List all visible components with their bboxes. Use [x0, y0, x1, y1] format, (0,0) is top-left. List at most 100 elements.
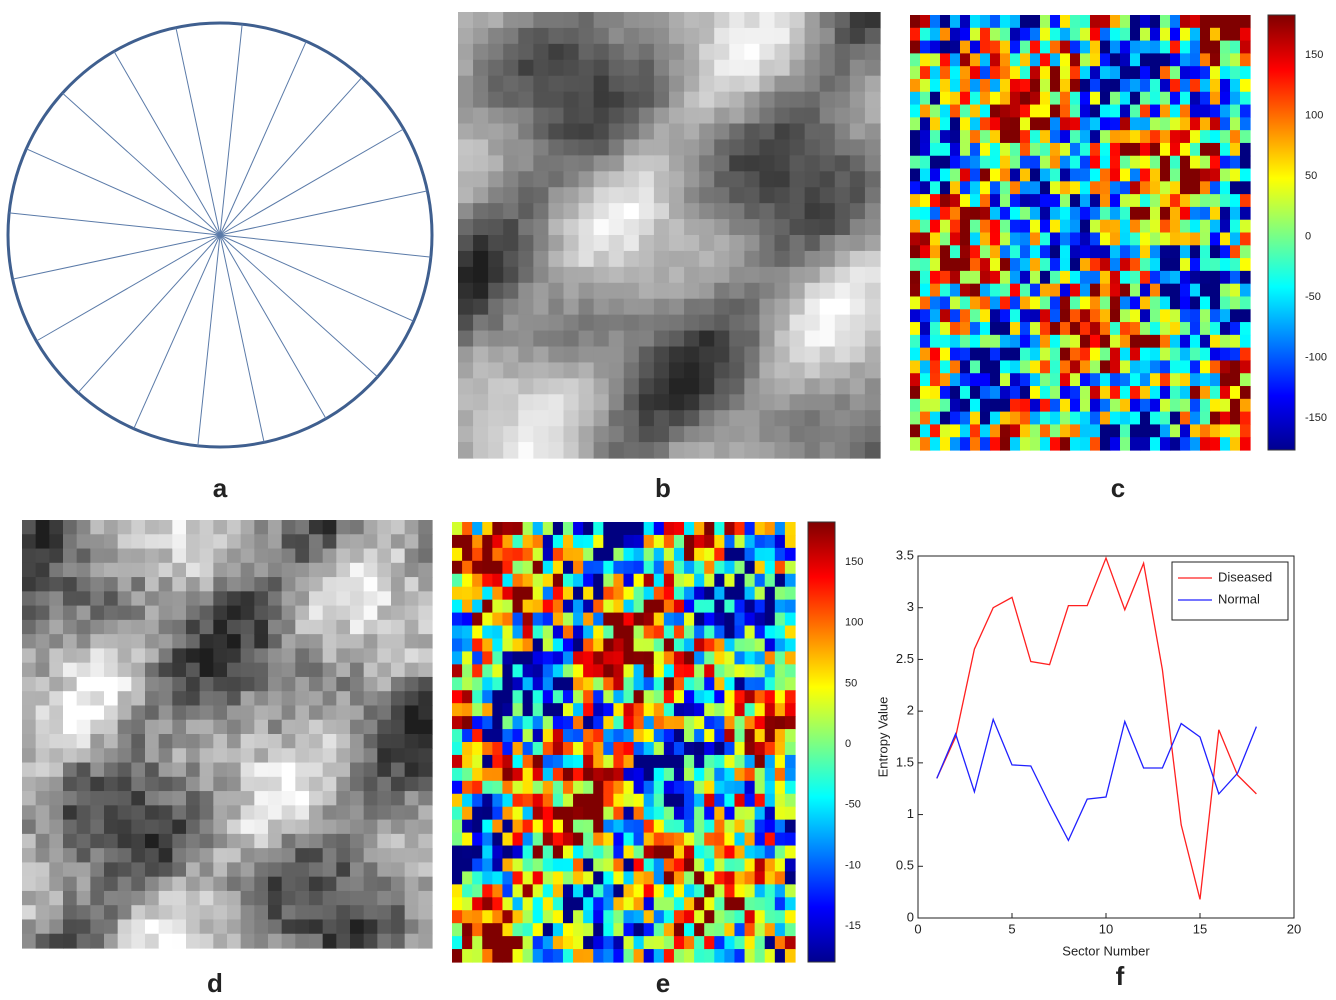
- pixel: [533, 124, 549, 141]
- pixel: [405, 734, 419, 749]
- pixel: [462, 587, 473, 601]
- pixel: [1200, 245, 1211, 258]
- pixel: [350, 834, 364, 849]
- pixel: [684, 626, 695, 640]
- pixel: [805, 60, 821, 77]
- pixel: [36, 820, 50, 835]
- pixel: [785, 781, 796, 795]
- pixel: [418, 634, 432, 649]
- pixel: [1000, 335, 1011, 348]
- pixel: [624, 394, 640, 411]
- pixel: [579, 187, 595, 204]
- pixel: [462, 858, 473, 872]
- pixel: [1100, 130, 1111, 143]
- pixel: [765, 755, 776, 769]
- pixel: [1000, 271, 1011, 284]
- pixel: [950, 284, 961, 297]
- pixel: [835, 426, 851, 443]
- pixel: [350, 877, 364, 892]
- pixel: [1060, 15, 1071, 28]
- pixel: [186, 834, 200, 849]
- pixel: [543, 833, 554, 847]
- pixel: [364, 891, 378, 906]
- pixel: [613, 949, 624, 963]
- pixel: [200, 620, 214, 635]
- pixel: [920, 386, 931, 399]
- pixel: [940, 28, 951, 41]
- pixel: [785, 677, 796, 691]
- pixel: [309, 791, 323, 806]
- pixel: [186, 848, 200, 863]
- pixel: [593, 897, 604, 911]
- pixel: [1010, 41, 1021, 54]
- spoke: [114, 51, 220, 235]
- pixel: [729, 378, 745, 395]
- pixel: [213, 549, 227, 564]
- pixel: [950, 220, 961, 233]
- pixel: [186, 549, 200, 564]
- pixel: [1110, 233, 1121, 246]
- pixel: [241, 634, 255, 649]
- pixel: [172, 620, 186, 635]
- pixel: [960, 284, 971, 297]
- pixel: [603, 949, 614, 963]
- pixel: [268, 563, 282, 578]
- pixel: [1040, 130, 1051, 143]
- pixel: [482, 522, 493, 536]
- pixel: [684, 522, 695, 536]
- pixel: [1100, 399, 1111, 412]
- pixel: [790, 235, 806, 252]
- pixel: [350, 591, 364, 606]
- pixel: [268, 720, 282, 735]
- pixel: [790, 442, 806, 459]
- pixel: [910, 335, 921, 348]
- pixel: [759, 108, 775, 125]
- pixel: [624, 522, 635, 536]
- pixel: [755, 949, 766, 963]
- pixel: [805, 187, 821, 204]
- pixel: [755, 807, 766, 821]
- pixel: [254, 791, 268, 806]
- pixel: [241, 820, 255, 835]
- pixel: [104, 720, 118, 735]
- pixel: [200, 763, 214, 778]
- colorbar-tick-label: 50: [1305, 170, 1317, 182]
- pixel: [553, 587, 564, 601]
- pixel: [323, 734, 337, 749]
- pixel: [63, 563, 77, 578]
- pixel: [613, 522, 624, 536]
- pixel: [364, 848, 378, 863]
- pixel: [1190, 220, 1201, 233]
- pixel: [1220, 194, 1231, 207]
- pixel: [1030, 322, 1041, 335]
- pixel: [1230, 437, 1241, 450]
- pixel: [765, 794, 776, 808]
- pixel: [755, 897, 766, 911]
- pixel: [573, 626, 584, 640]
- pixel: [118, 748, 132, 763]
- pixel: [624, 807, 635, 821]
- pixel: [488, 362, 504, 379]
- pixel: [1060, 348, 1071, 361]
- pixel: [309, 748, 323, 763]
- pixel: [36, 791, 50, 806]
- pixel: [548, 108, 564, 125]
- pixel: [104, 534, 118, 549]
- pixel: [90, 591, 104, 606]
- pixel: [980, 130, 991, 143]
- pixel: [745, 755, 756, 769]
- pixel: [172, 705, 186, 720]
- pixel: [186, 862, 200, 877]
- pixel: [523, 522, 534, 536]
- pixel: [1160, 117, 1171, 130]
- pixel: [391, 691, 405, 706]
- pixel: [564, 124, 580, 141]
- pixel: [1140, 373, 1151, 386]
- colorbar-tick-label: 100: [845, 617, 863, 629]
- pixel: [473, 203, 489, 220]
- pixel: [131, 891, 145, 906]
- pixel: [350, 791, 364, 806]
- pixel: [1030, 424, 1041, 437]
- pixel: [1110, 437, 1121, 450]
- pixel: [624, 299, 640, 316]
